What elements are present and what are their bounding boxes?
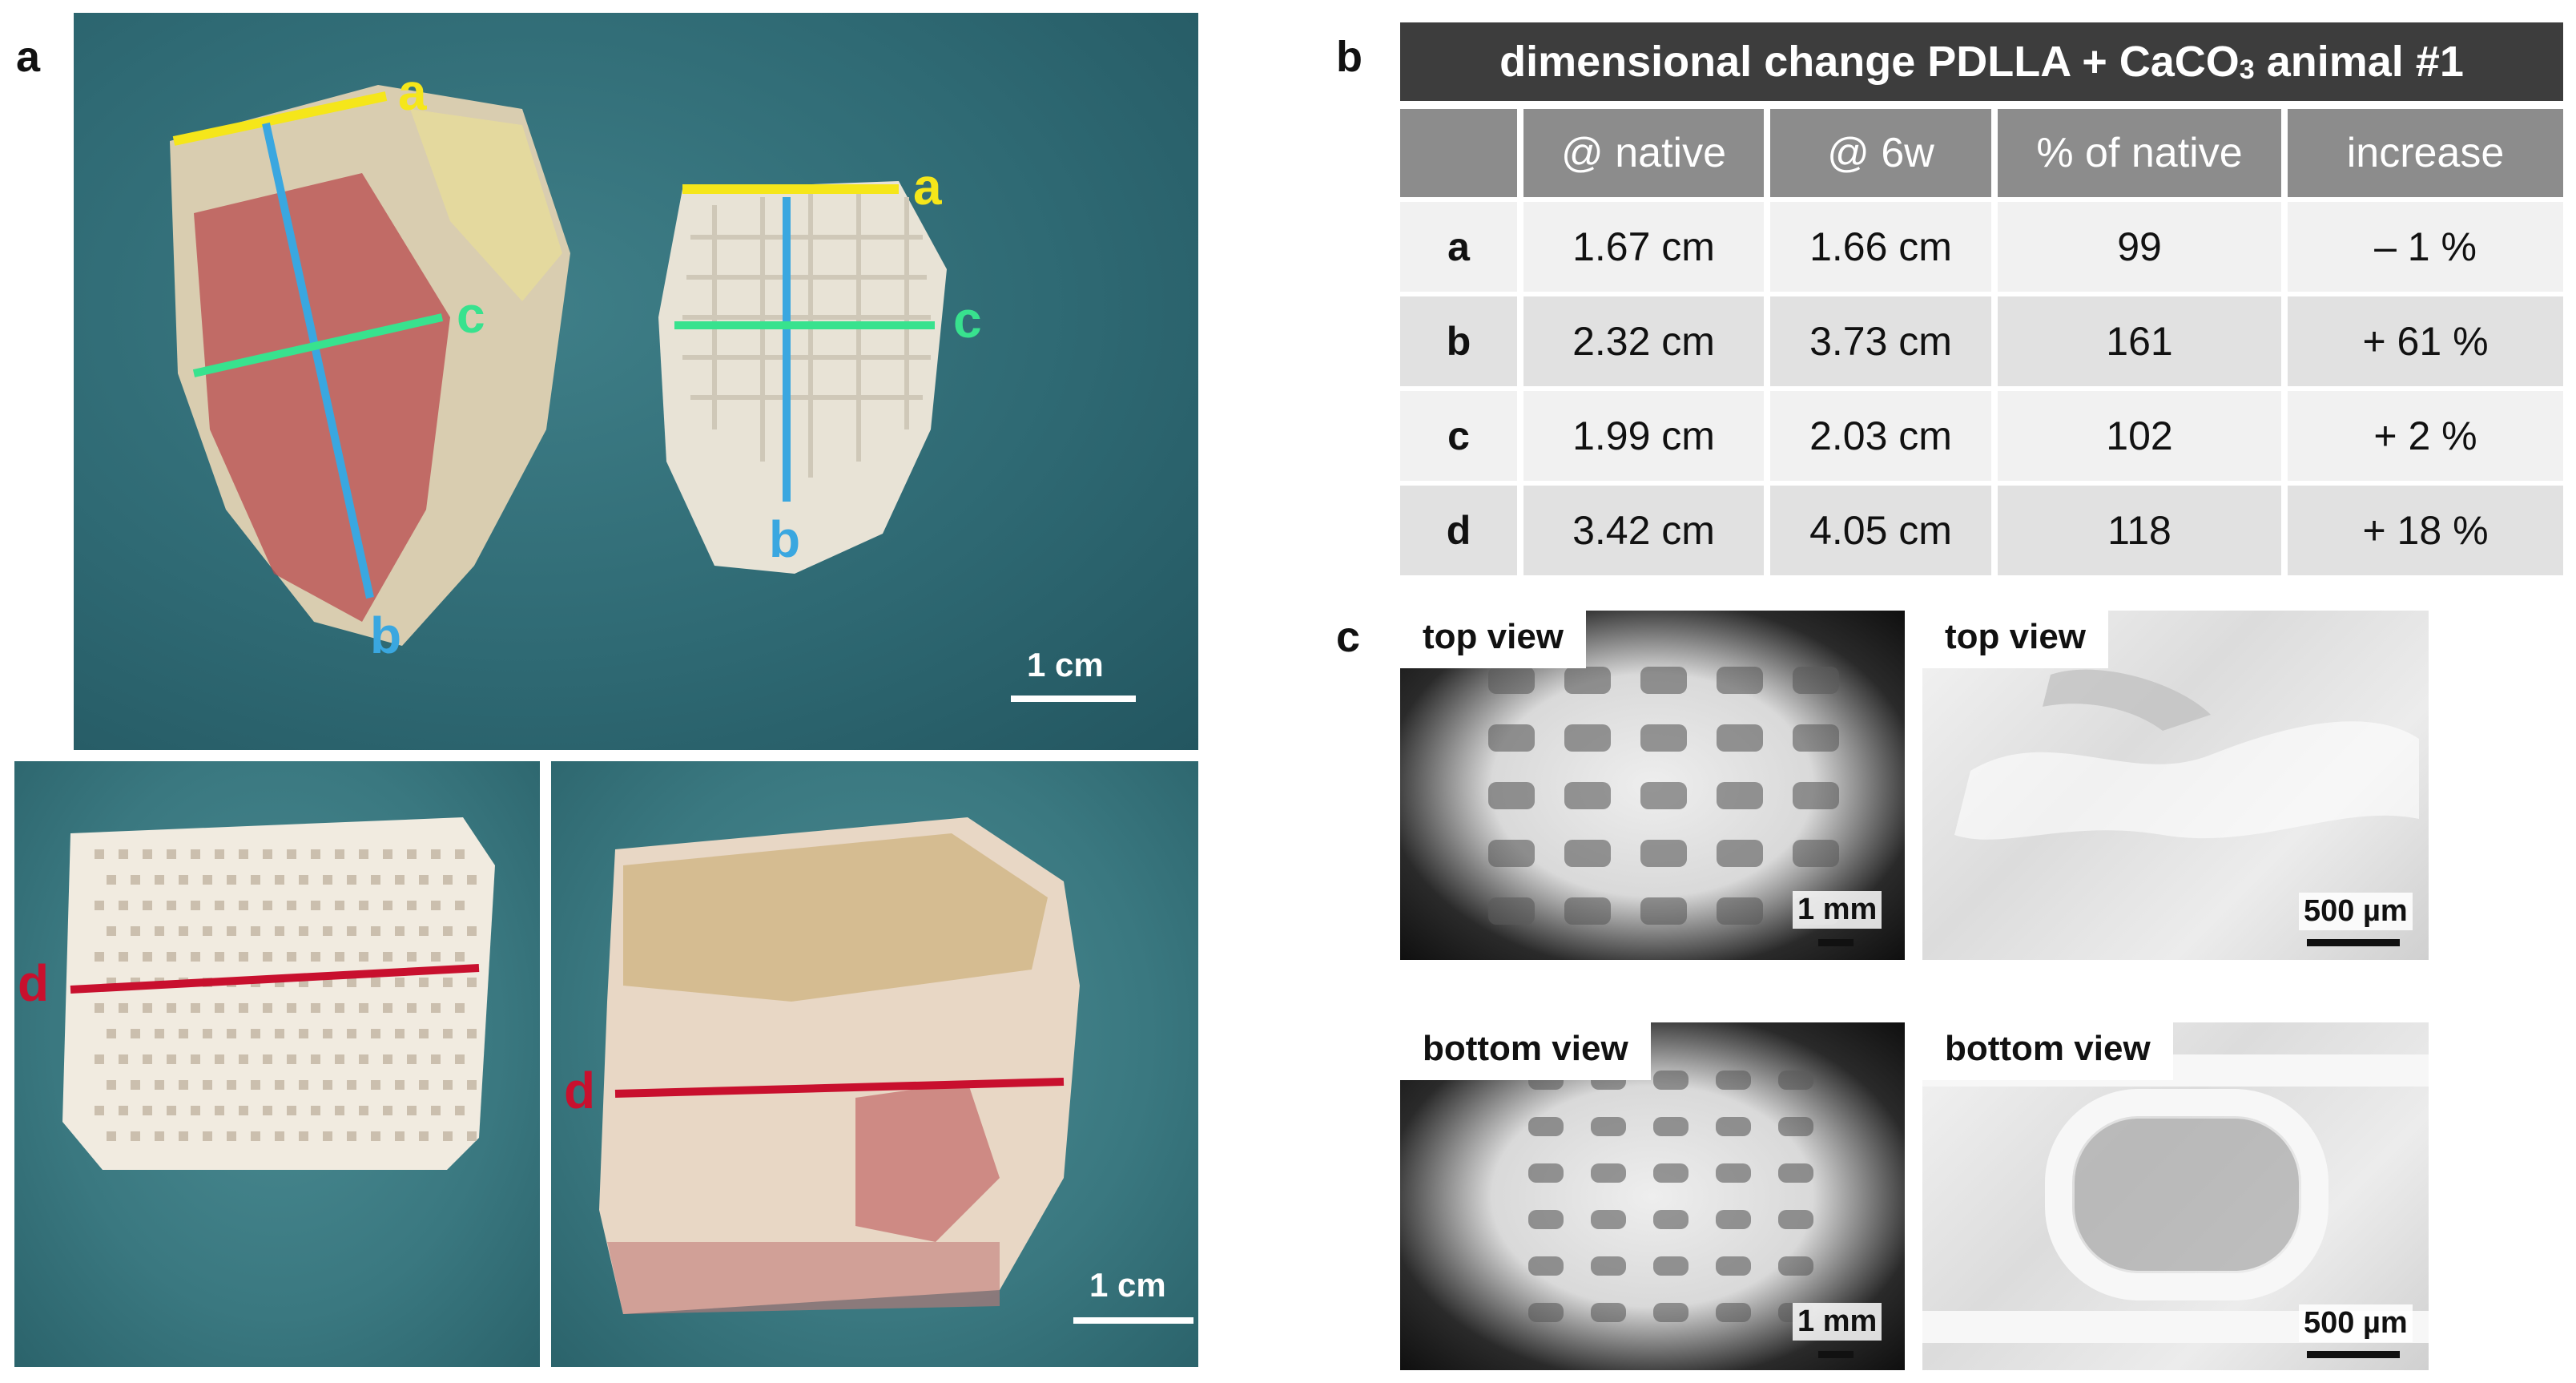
view-label: top view — [1922, 611, 2109, 668]
micro-image-top-view-1mm: top view 1 mm — [1400, 611, 1905, 960]
explant-top-tissue — [623, 833, 1048, 1002]
table-row: c 1.99 cm 2.03 cm 102 + 2 % — [1400, 391, 2563, 481]
explant-blood — [855, 1082, 1000, 1242]
micro-image-top-view-500um: top view 500 µm — [1922, 611, 2429, 960]
table-title-main: dimensional change PDLLA + CaCO — [1499, 38, 2240, 86]
line-label-c-scaffold: c — [953, 291, 982, 349]
table-cell-6w: 3.73 cm — [1770, 296, 1991, 386]
table-cell-increase: – 1 % — [2288, 202, 2563, 292]
table-header-native: @ native — [1523, 109, 1764, 197]
line-b-explant — [262, 122, 374, 599]
line-label-a-explant: a — [398, 63, 427, 121]
micro-image-bottom-view-1mm: bottom view 1 mm — [1400, 1022, 1905, 1370]
scaffold-photo-bottom-left-drawing — [62, 817, 495, 1170]
scaffold-native — [658, 181, 947, 574]
table-cell-percent: 99 — [1998, 202, 2281, 292]
table-cell-native: 2.32 cm — [1523, 296, 1764, 386]
line-label-a-scaffold: a — [913, 158, 942, 216]
micro-scale-bar — [1818, 939, 1854, 946]
table-cell-6w: 2.03 cm — [1770, 391, 1991, 481]
panel-label-c: c — [1336, 613, 1361, 661]
table-row: b 2.32 cm 3.73 cm 161 + 61 % — [1400, 296, 2563, 386]
scale-bar-bottom — [1073, 1317, 1193, 1324]
micro-detail-top-500um — [1954, 669, 2419, 840]
micro-scale-label: 1 mm — [1793, 891, 1882, 929]
table-row: a 1.67 cm 1.66 cm 99 – 1 % — [1400, 202, 2563, 292]
tissue-yellow — [410, 109, 562, 301]
table-cell-6w: 4.05 cm — [1770, 486, 1991, 575]
table-cell-increase: + 61 % — [2288, 296, 2563, 386]
table-header-increase: increase — [2288, 109, 2563, 197]
micro-grid-top-1mm — [1488, 667, 1839, 925]
line-label-d-scaffold: d — [18, 954, 50, 1012]
table-header-percent: % of native — [1998, 109, 2281, 197]
table-cell-native: 1.67 cm — [1523, 202, 1764, 292]
line-label-c-explant: c — [457, 286, 485, 344]
explant-photo-top-drawing — [170, 85, 947, 646]
scaffold-block — [62, 817, 495, 1170]
table-title-tail: animal #1 — [2254, 38, 2464, 86]
line-label-b-scaffold: b — [769, 510, 801, 568]
table-cell-percent: 118 — [1998, 486, 2281, 575]
explant-photo-top: a b c a b c 1 cm — [74, 13, 1198, 750]
table-title-subscript: 3 — [2239, 54, 2255, 85]
view-label: bottom view — [1922, 1022, 2173, 1080]
table-row: d 3.42 cm 4.05 cm 118 + 18 % — [1400, 486, 2563, 575]
table-cell-increase: + 2 % — [2288, 391, 2563, 481]
micro-scale-label: 500 µm — [2299, 1304, 2413, 1342]
view-label: top view — [1400, 611, 1587, 668]
micro-scale-bar — [2307, 939, 2400, 946]
line-label-d-explant: d — [564, 1062, 596, 1119]
table-cell-native: 1.99 cm — [1523, 391, 1764, 481]
panel-label-a: a — [16, 33, 41, 81]
table-title: dimensional change PDLLA + CaCO 3 animal … — [1400, 22, 2563, 101]
line-d-explant — [614, 1078, 1065, 1098]
table-cell-6w: 1.66 cm — [1770, 202, 1991, 292]
micro-grid-bottom-1mm — [1528, 1071, 1813, 1322]
line-a-explant — [172, 91, 388, 146]
table-row-label: d — [1400, 486, 1517, 575]
table-row-label: c — [1400, 391, 1517, 481]
table-row-label: b — [1400, 296, 1517, 386]
scaffold-pores — [95, 849, 477, 1141]
explant-photo-bottom-right: d 1 cm — [551, 761, 1198, 1367]
table-cell-native: 3.42 cm — [1523, 486, 1764, 575]
line-label-b-explant: b — [370, 607, 402, 664]
scale-bar-top — [1011, 696, 1136, 702]
table-cell-increase: + 18 % — [2288, 486, 2563, 575]
micro-scale-bar — [2307, 1351, 2400, 1358]
scale-bar-label-top: 1 cm — [1027, 646, 1104, 683]
table-cell-percent: 161 — [1998, 296, 2281, 386]
micro-scale-label: 500 µm — [2299, 893, 2413, 930]
table-row-label: a — [1400, 202, 1517, 292]
panel-label-b: b — [1336, 33, 1362, 81]
scaffold-photo-bottom-left: d — [14, 761, 540, 1367]
table-header-6w: @ 6w — [1770, 109, 1991, 197]
scale-bar-label-bottom: 1 cm — [1089, 1266, 1166, 1304]
explant-photo-bottom-right-drawing — [599, 817, 1080, 1314]
micro-scale-label: 1 mm — [1793, 1303, 1882, 1341]
explant-bottom-blood — [607, 1242, 1000, 1314]
line-d-scaffold — [70, 964, 480, 994]
table-header-blank — [1400, 109, 1517, 197]
micro-image-bottom-view-500um: bottom view 500 µm — [1922, 1022, 2429, 1370]
micro-scale-bar — [1818, 1351, 1854, 1358]
table-cell-percent: 102 — [1998, 391, 2281, 481]
line-c-explant — [192, 313, 444, 377]
view-label: bottom view — [1400, 1022, 1651, 1080]
table-header-row: @ native @ 6w % of native increase — [1400, 109, 2563, 197]
